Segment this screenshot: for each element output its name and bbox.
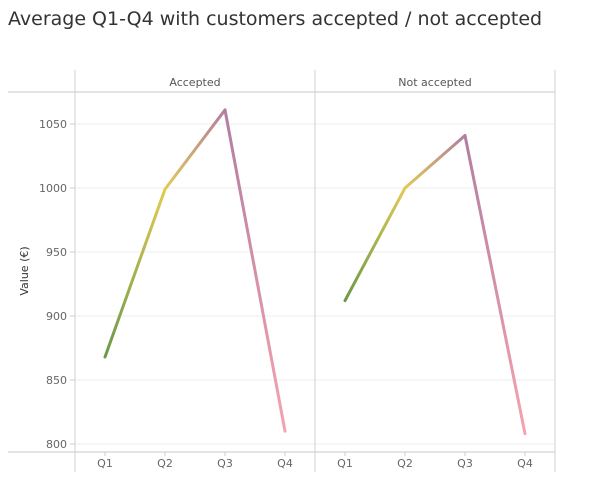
x-tick-label: Q2 [397, 457, 413, 470]
series-line-segment [163, 108, 227, 191]
y-tick-label: 1050 [39, 118, 67, 131]
panel-header-layer: Accepted Not accepted [169, 76, 471, 89]
chart-title: Average Q1-Q4 with customers accepted / … [8, 8, 543, 30]
x-tick-label: Q4 [277, 457, 293, 470]
x-tick-label: Q4 [517, 457, 533, 470]
line-layer [103, 108, 527, 436]
panel-header-label: Accepted [169, 76, 220, 89]
y-tick-label: 850 [46, 374, 67, 387]
frame-layer [8, 70, 556, 472]
x-tick-label: Q1 [337, 457, 353, 470]
axis-layer: 800 850 900 950 1000 1050 Q1 Q2 Q3 Q4 Q1 Q2 Q3 Q4 [39, 118, 533, 470]
x-tick-label: Q1 [97, 457, 113, 470]
series-line-segment [103, 187, 167, 359]
series-line-segment [223, 108, 287, 433]
y-tick-label: 900 [46, 310, 67, 323]
series-line-segment [343, 186, 407, 303]
series-line-segment [403, 134, 467, 190]
series-line-segment [463, 134, 527, 436]
y-tick-label: 1000 [39, 182, 67, 195]
y-axis-title: Value (€) [18, 246, 31, 295]
x-tick-label: Q3 [457, 457, 473, 470]
y-tick-label: 800 [46, 438, 67, 451]
x-tick-label: Q3 [217, 457, 233, 470]
y-tick-label: 950 [46, 246, 67, 259]
x-tick-label: Q2 [157, 457, 173, 470]
panel-header-label: Not accepted [398, 76, 471, 89]
